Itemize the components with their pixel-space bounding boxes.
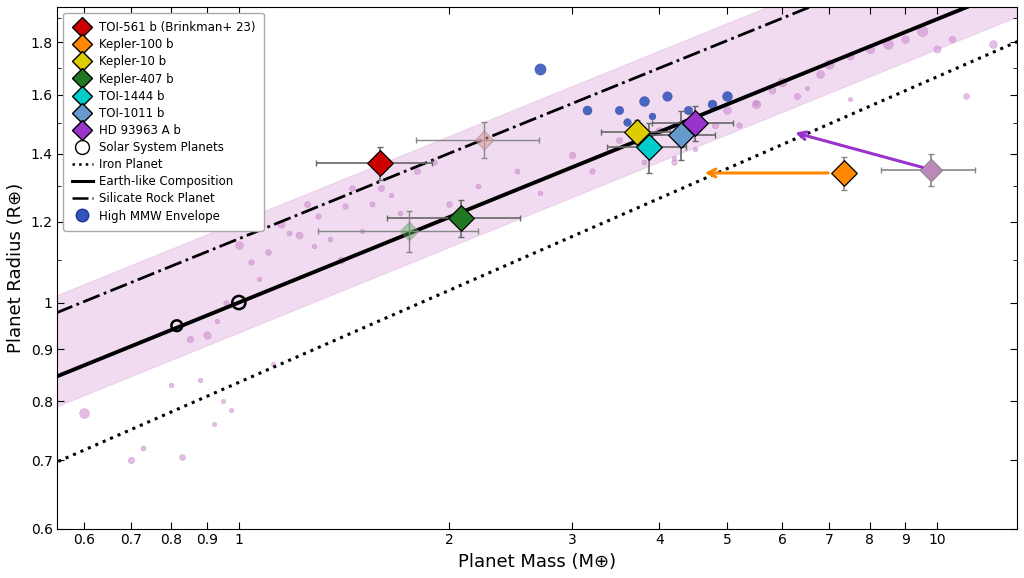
Point <box>400 227 417 236</box>
Point <box>215 397 231 406</box>
Point <box>305 242 322 251</box>
Point <box>343 183 359 192</box>
Point <box>651 126 668 135</box>
Point <box>687 144 703 154</box>
Point <box>163 380 179 390</box>
Point <box>985 39 1001 48</box>
Point <box>181 335 198 344</box>
Y-axis label: Planet Radius (R⊕): Planet Radius (R⊕) <box>7 183 25 353</box>
Point <box>707 120 723 129</box>
Point <box>353 227 370 236</box>
Point <box>453 213 469 223</box>
Point <box>441 199 458 209</box>
X-axis label: Planet Mass (M⊕): Planet Mass (M⊕) <box>458 553 616 571</box>
Point <box>731 120 748 129</box>
Point <box>842 51 858 61</box>
Point <box>923 165 939 175</box>
Point <box>644 111 660 120</box>
Point <box>135 443 152 453</box>
Point <box>719 91 735 101</box>
Point <box>372 158 388 168</box>
Point <box>641 143 657 152</box>
Point <box>636 97 652 106</box>
Point <box>630 127 646 136</box>
Point <box>364 199 380 209</box>
Point <box>764 86 780 95</box>
Point <box>391 208 408 217</box>
Point <box>913 27 930 36</box>
Point <box>273 219 290 228</box>
Point <box>666 154 682 163</box>
Point <box>636 157 652 166</box>
Point <box>958 91 975 101</box>
Point <box>929 44 945 53</box>
Point <box>123 456 139 465</box>
Point <box>191 375 208 384</box>
Point <box>383 190 399 199</box>
Point <box>532 64 549 73</box>
Point <box>532 188 549 198</box>
Point <box>610 105 627 114</box>
Point <box>812 69 828 79</box>
Point <box>748 98 764 108</box>
Point <box>673 131 689 140</box>
Point <box>174 453 190 462</box>
Point <box>206 420 222 429</box>
Point <box>687 118 703 128</box>
Point <box>218 298 234 307</box>
Point <box>209 316 225 325</box>
Point <box>425 157 441 166</box>
Point <box>842 94 858 103</box>
Point <box>690 114 707 123</box>
Point <box>799 83 815 92</box>
Point <box>719 105 735 114</box>
Point <box>291 230 307 239</box>
Point <box>223 405 240 414</box>
Point <box>322 234 338 243</box>
Point <box>658 91 675 101</box>
Point <box>584 166 600 176</box>
Point <box>774 77 791 87</box>
Point <box>281 228 297 238</box>
Point <box>337 201 353 210</box>
Point <box>610 135 627 144</box>
Point <box>230 298 247 307</box>
Point <box>199 330 215 339</box>
Point <box>409 166 425 176</box>
Point <box>564 150 581 160</box>
Point <box>861 44 878 53</box>
Point <box>260 248 276 257</box>
Point <box>333 255 349 265</box>
Point <box>265 360 282 369</box>
Point <box>579 105 595 114</box>
Point <box>509 166 525 176</box>
Point <box>243 258 259 267</box>
Point <box>836 168 852 177</box>
Point <box>620 117 636 126</box>
Point <box>748 99 764 109</box>
Point <box>944 34 961 43</box>
Point <box>475 135 492 144</box>
Point <box>680 105 696 114</box>
Point <box>374 183 390 192</box>
Point <box>470 182 486 191</box>
Point <box>703 99 720 109</box>
Point <box>169 321 185 331</box>
Point <box>76 408 92 417</box>
Point <box>821 59 838 68</box>
Point <box>298 199 314 209</box>
Point <box>666 157 682 166</box>
Point <box>790 91 806 101</box>
Point <box>880 39 896 48</box>
Point <box>897 34 913 43</box>
Point <box>310 212 327 221</box>
Point <box>230 240 247 249</box>
Legend: TOI-561 b (Brinkman+ 23), Kepler-100 b, Kepler-10 b, Kepler-407 b, TOI-1444 b, T: TOI-561 b (Brinkman+ 23), Kepler-100 b, … <box>63 13 263 231</box>
Point <box>251 274 267 283</box>
